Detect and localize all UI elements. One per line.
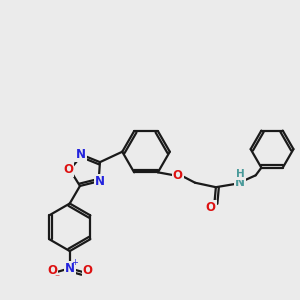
Text: O: O: [173, 169, 183, 182]
Text: N: N: [76, 148, 86, 161]
Text: H: H: [236, 169, 244, 179]
Text: O: O: [47, 264, 57, 277]
Text: N: N: [95, 175, 105, 188]
Text: O: O: [63, 163, 73, 176]
Text: ⁻: ⁻: [54, 273, 59, 283]
Text: N: N: [65, 262, 75, 275]
Text: N: N: [235, 176, 245, 189]
Text: +: +: [71, 258, 78, 267]
Text: O: O: [206, 201, 216, 214]
Text: O: O: [82, 264, 93, 277]
